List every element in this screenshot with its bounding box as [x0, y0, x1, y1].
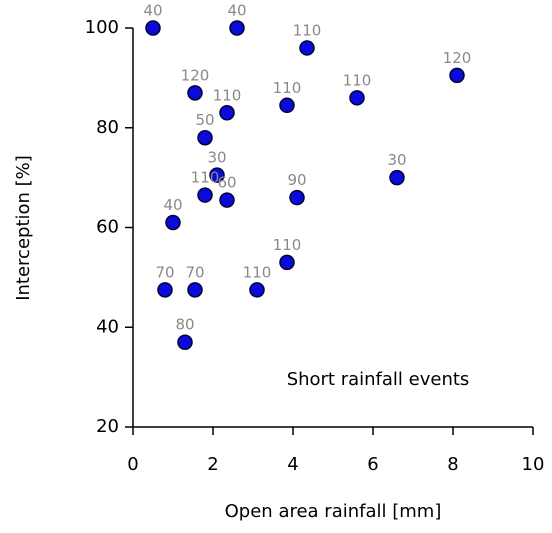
y-tick-label: 100	[85, 17, 119, 38]
point-label: 110	[273, 236, 302, 254]
point-label: 70	[185, 263, 204, 281]
point	[145, 20, 161, 36]
point	[349, 90, 365, 106]
point-label: 110	[293, 21, 322, 39]
point	[187, 85, 203, 101]
point	[157, 282, 173, 298]
point-label: 110	[243, 263, 272, 281]
x-tick-label: 8	[447, 454, 458, 475]
point-label: 120	[443, 49, 472, 67]
point	[197, 129, 213, 146]
point	[449, 67, 465, 84]
point-label: 40	[163, 196, 182, 214]
point	[209, 167, 225, 183]
point-label: 40	[143, 2, 162, 20]
point-label: 70	[155, 263, 174, 281]
y-tick-label: 40	[96, 316, 119, 337]
point-label: 80	[175, 316, 194, 334]
point	[279, 97, 295, 114]
point-label: 120	[181, 66, 210, 84]
point-label: 30	[387, 151, 406, 169]
x-tick-label: 6	[367, 454, 378, 475]
y-tick-label: 80	[96, 117, 119, 138]
point	[197, 187, 213, 203]
point	[249, 282, 265, 298]
y-tick-label: 20	[96, 416, 119, 437]
point	[177, 334, 193, 350]
x-tick-label: 0	[127, 454, 138, 475]
point	[219, 192, 235, 208]
point	[279, 254, 295, 271]
point	[299, 40, 315, 56]
point-label: 30	[207, 149, 226, 167]
y-tick-label: 60	[96, 217, 119, 238]
point	[389, 169, 405, 186]
point	[219, 105, 235, 121]
point-label: 90	[287, 171, 306, 189]
point	[229, 20, 245, 36]
point	[187, 282, 203, 298]
annotation: Short rainfall events	[287, 369, 470, 390]
point-label: 110	[273, 79, 302, 97]
x-axis-title: Open area rainfall [mm]	[225, 501, 442, 522]
point-label: 60	[217, 174, 236, 192]
point	[165, 214, 181, 231]
point-label: 110	[191, 169, 220, 187]
x-tick-label: 2	[207, 454, 218, 475]
y-axis-title: Interception [%]	[13, 155, 34, 301]
point-label: 50	[195, 111, 214, 129]
point-label: 110	[213, 86, 242, 104]
x-tick-label: 4	[287, 454, 298, 475]
point	[289, 189, 305, 206]
point-label: 40	[227, 2, 246, 20]
x-tick-label: 10	[522, 454, 545, 475]
point-label: 110	[343, 71, 372, 89]
